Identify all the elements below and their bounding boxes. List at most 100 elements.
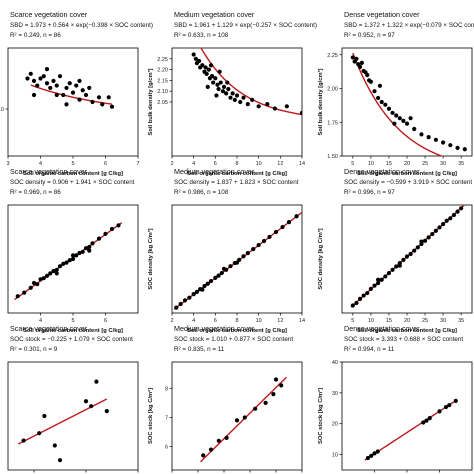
x-tick-label: 7 (136, 161, 139, 167)
data-point (106, 95, 111, 100)
data-point (217, 69, 222, 74)
data-point (228, 264, 233, 269)
data-point (87, 244, 92, 250)
data-point (267, 234, 272, 240)
data-point (187, 295, 192, 300)
panel-title: Dense vegetation cover (344, 324, 420, 333)
y-tick-label: 2.25 (327, 53, 338, 59)
data-point (22, 290, 27, 295)
x-tick-label: 14 (299, 318, 305, 324)
data-point (225, 80, 230, 85)
data-point (422, 238, 428, 243)
plot-frame (341, 361, 473, 471)
fit-line (18, 398, 108, 445)
panel-title: Scarce vegetation cover (10, 324, 88, 333)
data-point (455, 145, 460, 150)
y-tick-label: 8 (165, 386, 168, 392)
data-point (215, 82, 220, 87)
data-point (404, 121, 410, 126)
panel-stats: R² = 0.986, n = 108 (174, 189, 229, 196)
x-tick-label: 4 (39, 318, 42, 324)
y-tick-label: 2.00 (327, 87, 338, 93)
data-point (80, 249, 85, 254)
y-axis-label: SOC density [kg C/m³] (317, 228, 324, 289)
x-axis-label: Soil organic carbon content [g C/kg] (187, 328, 287, 334)
data-point (61, 92, 66, 98)
x-tick-label: 10 (368, 318, 374, 324)
panel-equation: SOC stock = 3.393 + 0.688 × SOC content (344, 336, 463, 343)
x-tick-label: 4 (39, 161, 42, 167)
data-point (28, 71, 33, 76)
x-axis-label: Soil organic carbon content [g C/kg] (357, 171, 457, 177)
data-point (401, 257, 406, 262)
x-tick-label: 30 (440, 161, 446, 167)
data-point (350, 55, 355, 60)
data-point (44, 273, 50, 278)
data-point (379, 277, 384, 282)
x-tick-label: 5 (351, 161, 354, 167)
data-point (294, 214, 299, 219)
data-point (444, 218, 449, 223)
data-point (208, 63, 214, 68)
data-point (211, 80, 216, 85)
x-tick-label: 35 (458, 161, 464, 167)
data-point (375, 449, 380, 454)
data-point (94, 379, 99, 384)
data-point (357, 64, 363, 69)
data-point (419, 132, 424, 137)
data-point (271, 392, 276, 397)
x-tick-label: 20 (404, 318, 410, 324)
x-axis-label: Soil organic carbon content [g C/kg] (187, 171, 287, 177)
data-point (35, 83, 40, 88)
data-point (41, 74, 46, 79)
data-point (265, 102, 270, 107)
data-point (241, 254, 246, 259)
data-point (354, 300, 359, 306)
data-point (61, 261, 66, 266)
y-tick-label: 10 (332, 453, 338, 459)
panel-stats: R² = 0.996, n = 97 (344, 189, 395, 196)
data-point (437, 225, 442, 230)
plot-area (200, 376, 287, 463)
data-point (383, 102, 388, 107)
data-point (376, 280, 381, 286)
x-tick-label: 25 (422, 318, 428, 324)
data-point (350, 303, 355, 308)
data-point (441, 222, 446, 227)
data-point (51, 268, 56, 274)
data-point (87, 85, 92, 91)
data-point (376, 277, 381, 282)
data-point (230, 91, 235, 96)
data-point (368, 79, 373, 84)
data-point (390, 110, 395, 115)
data-point (80, 88, 85, 93)
data-point (205, 84, 210, 89)
data-point (394, 113, 399, 118)
chart-panel-1: Scarce vegetation cover SBD = 1.973 + 0.5… (0, 10, 153, 177)
data-point (83, 92, 89, 98)
x-tick-label: 8 (235, 318, 238, 324)
data-point (365, 455, 371, 461)
data-point (116, 223, 121, 228)
y-tick-label: 2.15 (157, 78, 168, 84)
data-point (357, 296, 363, 301)
panel-stats: R² = 0.249, n = 86 (10, 32, 61, 39)
data-point (64, 102, 69, 107)
data-point (234, 418, 240, 423)
chart-panel-4: Scarce vegetation cover SOC density = 0.9… (7, 167, 139, 334)
data-point (412, 126, 417, 132)
x-tick-label: 5 (71, 318, 74, 324)
data-point (104, 408, 109, 414)
data-point (273, 377, 279, 382)
data-point (408, 251, 413, 257)
data-point (44, 81, 50, 86)
data-point (28, 285, 33, 290)
data-point (397, 263, 402, 268)
data-point (412, 248, 417, 253)
data-point (224, 435, 229, 440)
data-point (96, 236, 102, 241)
data-point (213, 275, 218, 280)
data-point (203, 65, 208, 70)
data-point (361, 293, 366, 298)
